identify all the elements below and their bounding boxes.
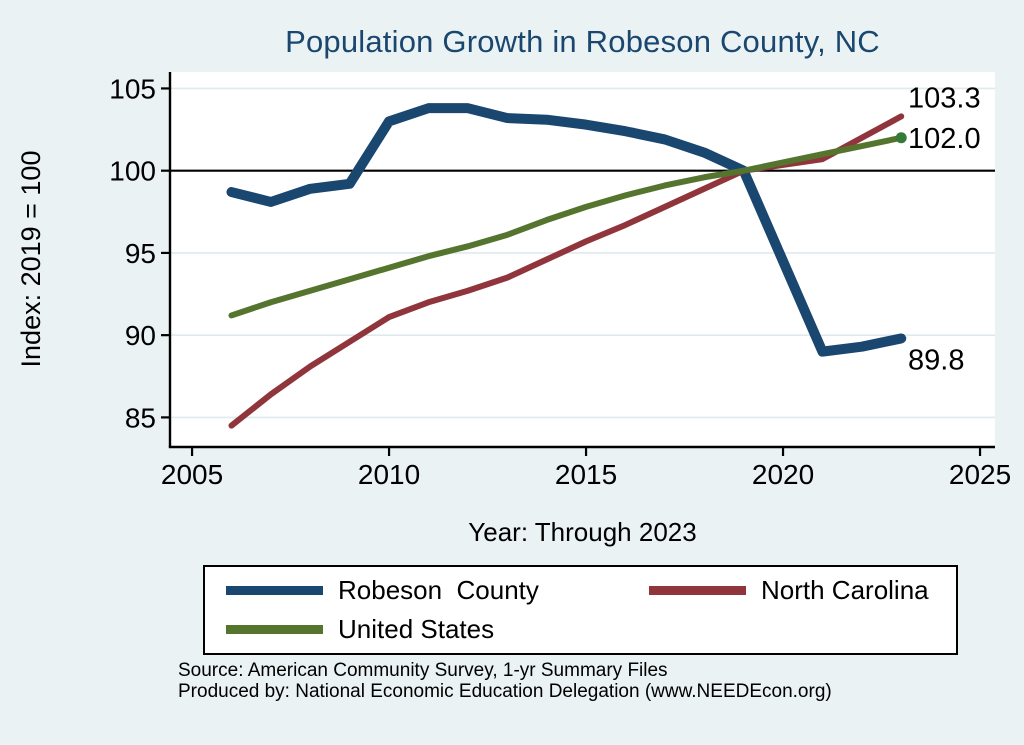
y-tick-label: 85 xyxy=(125,402,156,433)
legend-item: United States xyxy=(226,614,649,645)
x-axis-title: Year: Through 2023 xyxy=(468,517,697,547)
legend-swatch xyxy=(226,586,323,595)
y-axis-title: Index: 2019 = 100 xyxy=(16,150,46,368)
legend-swatch xyxy=(649,586,746,595)
legend-label: North Carolina xyxy=(761,575,929,605)
produced-by-note: Produced by: National Economic Education… xyxy=(178,681,832,702)
legend-item: Robeson County xyxy=(226,575,649,606)
chart-title: Population Growth in Robeson County, NC xyxy=(285,24,880,59)
end-value-label: 103.3 xyxy=(908,82,981,114)
y-tick-label: 100 xyxy=(109,156,156,187)
plot-background xyxy=(170,72,995,447)
legend-item: North Carolina xyxy=(649,575,956,606)
series-line-united-states xyxy=(228,134,905,319)
y-tick-label: 90 xyxy=(125,320,156,351)
legend: Robeson County North Carolina United State… xyxy=(203,565,958,655)
source-note: Source: American Community Survey, 1-yr … xyxy=(178,660,668,681)
x-tick-label: 2005 xyxy=(161,459,223,490)
series-line-robeson-county xyxy=(226,103,907,357)
x-tick-label: 2010 xyxy=(358,459,420,490)
end-value-label: 89.8 xyxy=(908,344,964,376)
x-tick-label: 2015 xyxy=(555,459,617,490)
x-tick-label: 2020 xyxy=(752,459,814,490)
y-tick-label: 105 xyxy=(109,73,156,104)
y-tick-label: 95 xyxy=(125,238,156,269)
x-tick-label: 2025 xyxy=(949,459,1011,490)
legend-label: United States xyxy=(338,614,495,644)
end-value-label: 102.0 xyxy=(908,123,981,155)
legend-label: Robeson County xyxy=(338,575,539,605)
source-notes: Source: American Community Survey, 1-yr … xyxy=(178,660,832,702)
legend-swatch xyxy=(226,625,323,634)
end-marker-dot xyxy=(895,132,907,144)
